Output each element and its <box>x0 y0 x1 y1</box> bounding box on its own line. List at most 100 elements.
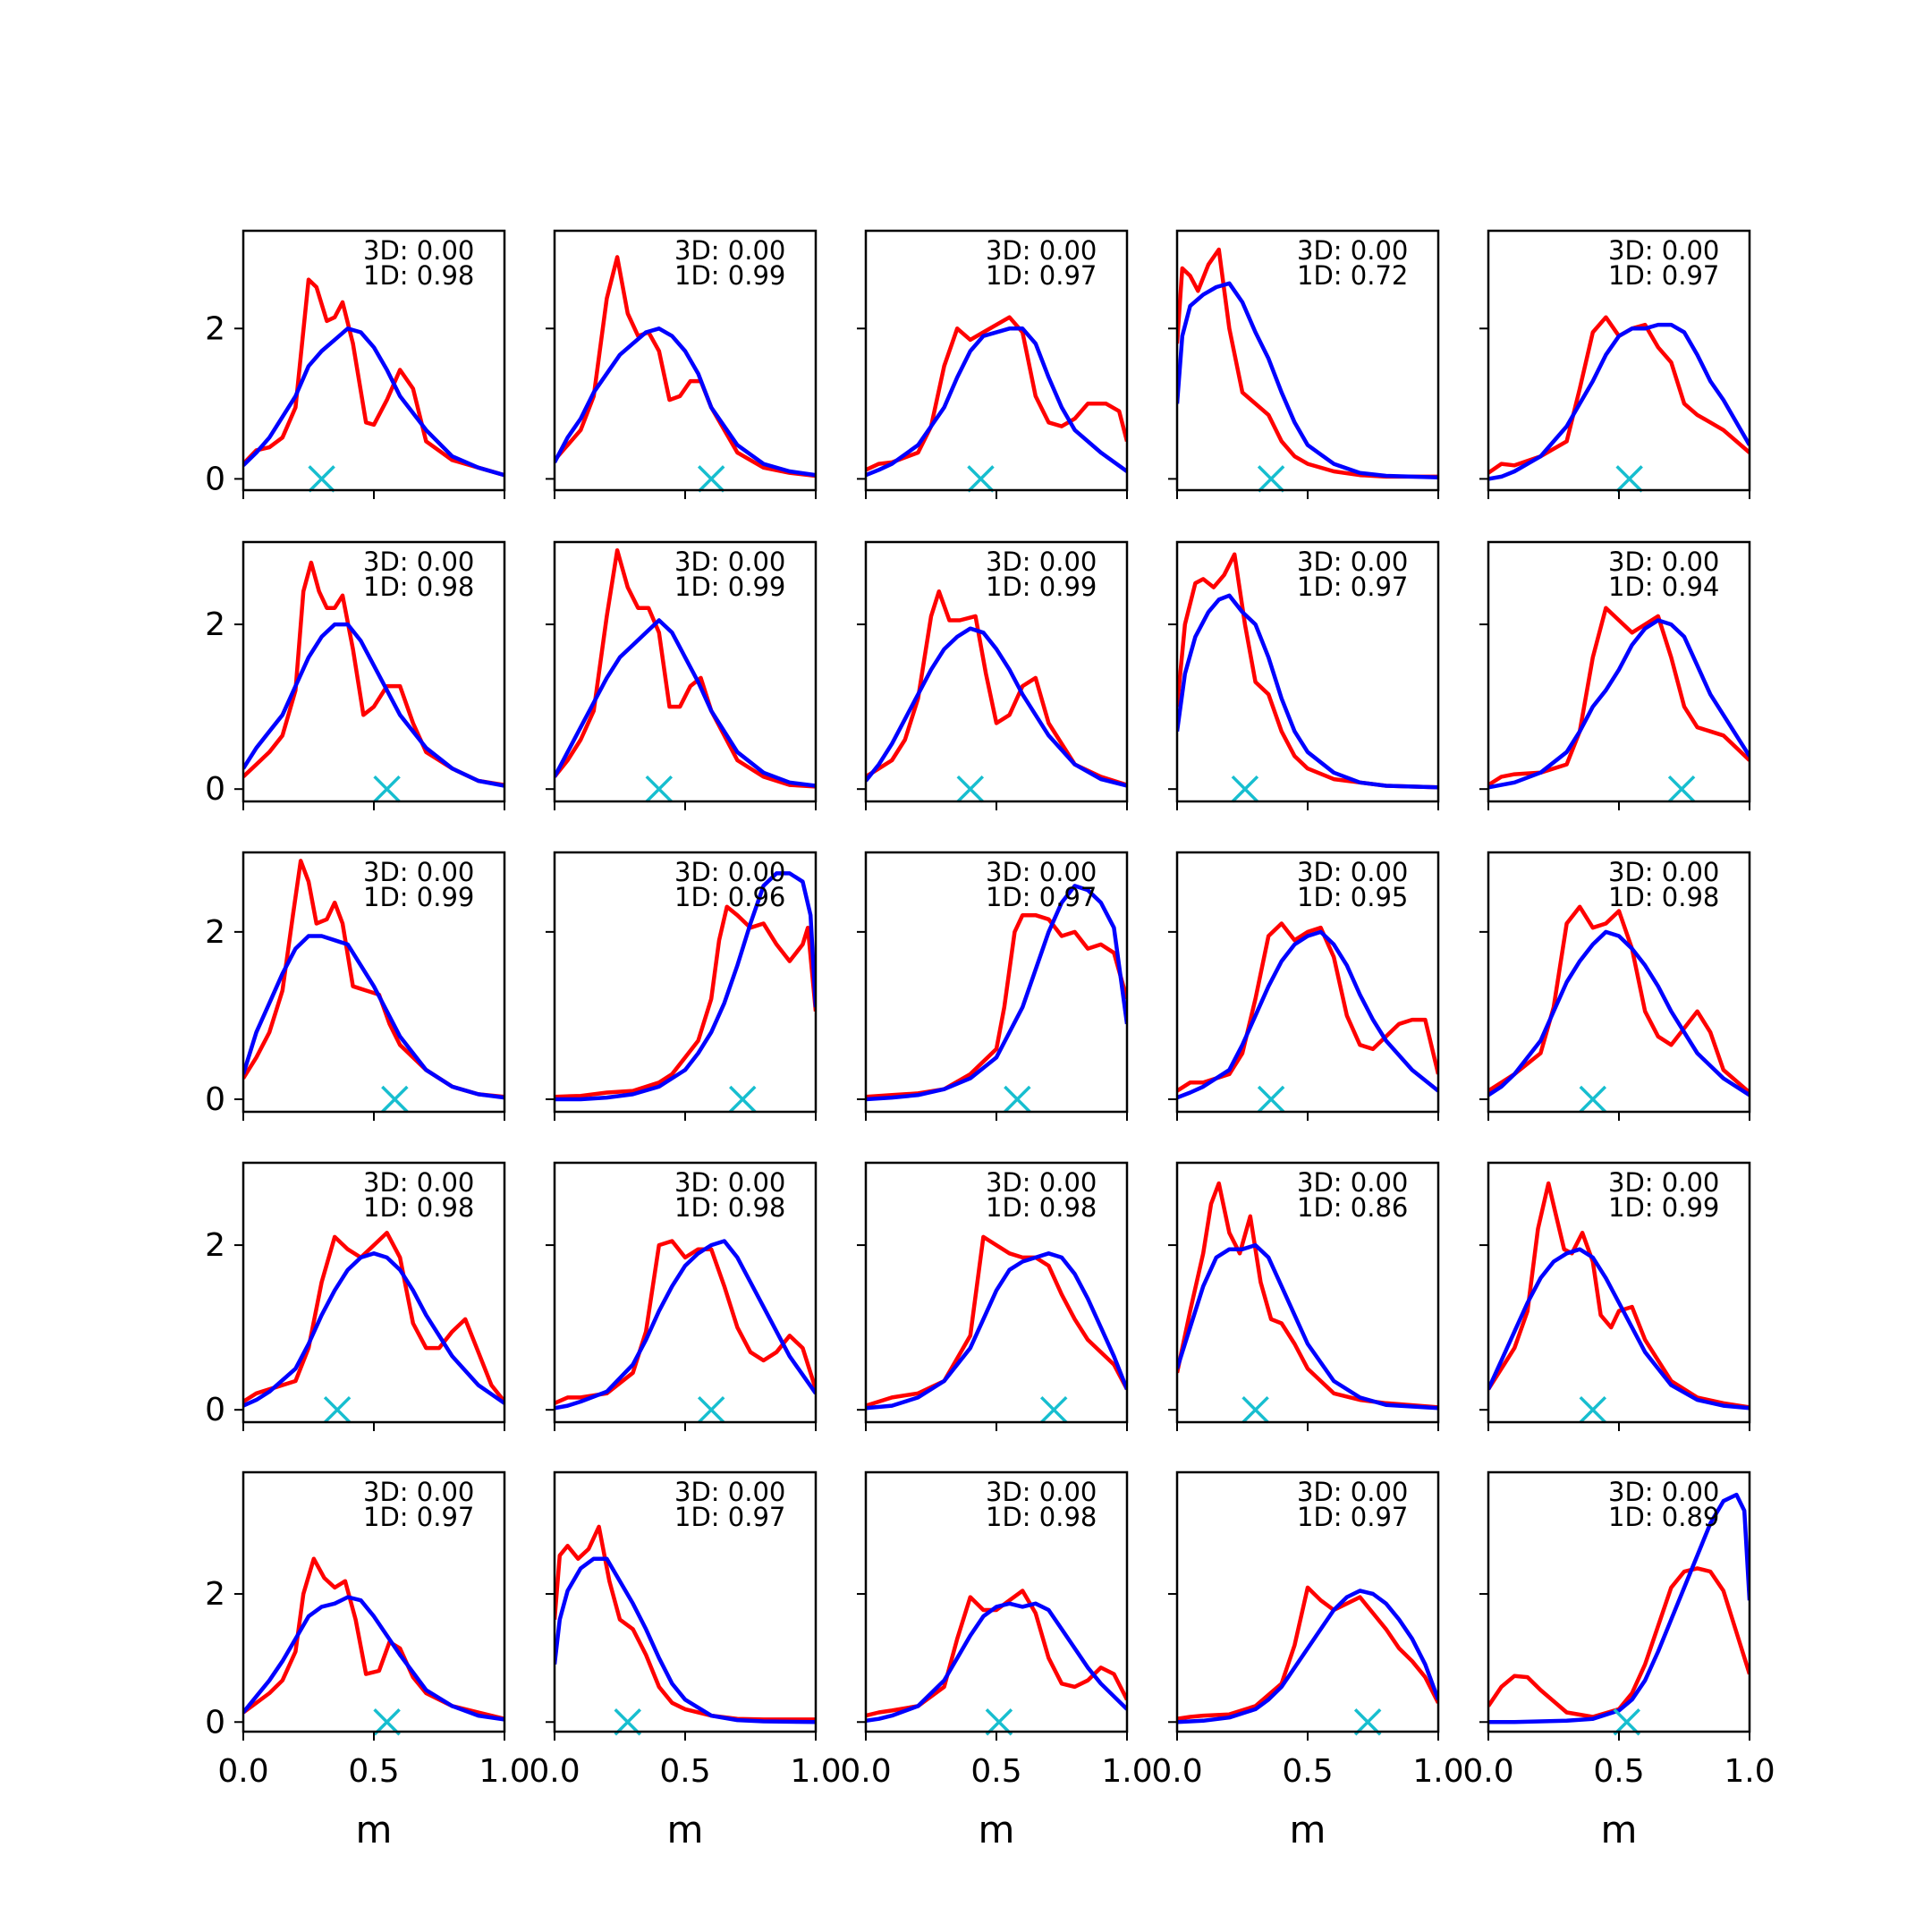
x-marker <box>373 775 401 803</box>
x-marker <box>1231 775 1259 803</box>
x-marker-stroke <box>697 1395 725 1424</box>
x-marker <box>323 1395 352 1424</box>
x-marker <box>985 1708 1013 1736</box>
y-tick-label: 2 <box>205 1227 225 1264</box>
x-tick-label: 1.0 <box>1412 1753 1463 1790</box>
x-tick-label: 0.0 <box>217 1753 268 1790</box>
blue-curve <box>1488 1247 1750 1411</box>
annotation-3d: 3D: 0.00 <box>363 547 474 577</box>
annotation-1d: 1D: 0.98 <box>363 572 474 602</box>
annotation-3d: 3D: 0.00 <box>363 1477 474 1507</box>
annotation-1d: 1D: 0.99 <box>674 572 785 602</box>
annotation-3d: 3D: 0.00 <box>986 1167 1097 1198</box>
blue-curve <box>555 326 816 478</box>
blue-curve <box>1177 1242 1438 1411</box>
red-curve <box>555 904 816 1099</box>
y-tick-label: 0 <box>205 1392 225 1428</box>
y-tick-label: 2 <box>205 606 225 643</box>
blue-curve <box>1488 929 1750 1097</box>
x-marker <box>1353 1708 1382 1736</box>
x-marker <box>729 1085 757 1114</box>
x-marker-stroke <box>985 1708 1013 1736</box>
annotation-1d: 1D: 0.99 <box>986 572 1097 602</box>
x-marker-stroke <box>1667 775 1696 803</box>
x-axis-label: m <box>1290 1808 1326 1852</box>
x-marker <box>1667 775 1696 803</box>
blue-curve <box>243 622 504 788</box>
x-marker-stroke <box>1257 465 1285 493</box>
annotation-1d: 1D: 0.97 <box>986 260 1097 291</box>
annotation-3d: 3D: 0.00 <box>986 235 1097 266</box>
red-curve <box>1177 921 1438 1093</box>
x-tick-label: 0.0 <box>1462 1753 1513 1790</box>
red-curve <box>555 1524 816 1722</box>
annotation-1d: 1D: 0.97 <box>1297 1502 1408 1532</box>
x-marker <box>697 1395 725 1424</box>
annotation-3d: 3D: 0.00 <box>674 235 785 266</box>
x-marker <box>614 1708 641 1736</box>
red-curve <box>866 315 1127 472</box>
annotation-1d: 1D: 0.94 <box>1608 572 1719 602</box>
y-tick-label: 0 <box>205 1081 225 1118</box>
x-marker <box>1615 465 1643 493</box>
annotation-1d: 1D: 0.99 <box>363 882 474 912</box>
annotation-3d: 3D: 0.00 <box>363 857 474 887</box>
x-marker-stroke <box>1231 775 1259 803</box>
x-marker-stroke <box>381 1085 409 1114</box>
x-tick-label: 1.0 <box>790 1753 841 1790</box>
annotation-3d: 3D: 0.00 <box>674 1167 785 1198</box>
annotation-1d: 1D: 0.98 <box>986 1502 1097 1532</box>
x-marker-stroke <box>729 1085 757 1114</box>
blue-curve <box>866 1251 1127 1411</box>
red-curve <box>243 1556 504 1721</box>
y-tick-label: 0 <box>205 771 225 808</box>
blue-curve <box>555 618 816 788</box>
x-marker <box>308 465 335 493</box>
annotation-1d: 1D: 0.86 <box>1297 1192 1408 1223</box>
blue-curve <box>555 1239 816 1411</box>
x-axis-label: m <box>356 1808 393 1852</box>
x-tick-label: 0.0 <box>529 1753 580 1790</box>
annotation-1d: 1D: 0.98 <box>986 1192 1097 1223</box>
annotation-3d: 3D: 0.00 <box>1297 235 1408 266</box>
red-curve <box>866 912 1127 1099</box>
annotation-1d: 1D: 0.98 <box>363 1192 474 1223</box>
annotation-3d: 3D: 0.00 <box>1297 857 1408 887</box>
x-tick-label: 0.0 <box>840 1753 891 1790</box>
blue-curve <box>1488 1492 1750 1724</box>
annotation-3d: 3D: 0.00 <box>674 857 785 887</box>
blue-curve <box>555 1556 816 1724</box>
annotation-1d: 1D: 0.97 <box>1297 572 1408 602</box>
x-marker-stroke <box>1241 1395 1269 1424</box>
annotation-3d: 3D: 0.00 <box>1608 1477 1719 1507</box>
annotation-3d: 3D: 0.00 <box>363 235 474 266</box>
x-tick-label: 0.5 <box>659 1753 710 1790</box>
annotation-1d: 1D: 0.98 <box>363 260 474 291</box>
annotation-3d: 3D: 0.00 <box>363 1167 474 1198</box>
x-marker-stroke <box>1004 1085 1031 1114</box>
x-marker-stroke <box>1613 1708 1640 1736</box>
blue-curve <box>243 1595 504 1722</box>
annotation-1d: 1D: 0.97 <box>363 1502 474 1532</box>
y-tick-label: 2 <box>205 310 225 347</box>
x-marker <box>1613 1708 1640 1736</box>
blue-curve <box>866 326 1127 478</box>
x-tick-label: 1.0 <box>479 1753 530 1790</box>
x-marker-stroke <box>967 465 995 493</box>
